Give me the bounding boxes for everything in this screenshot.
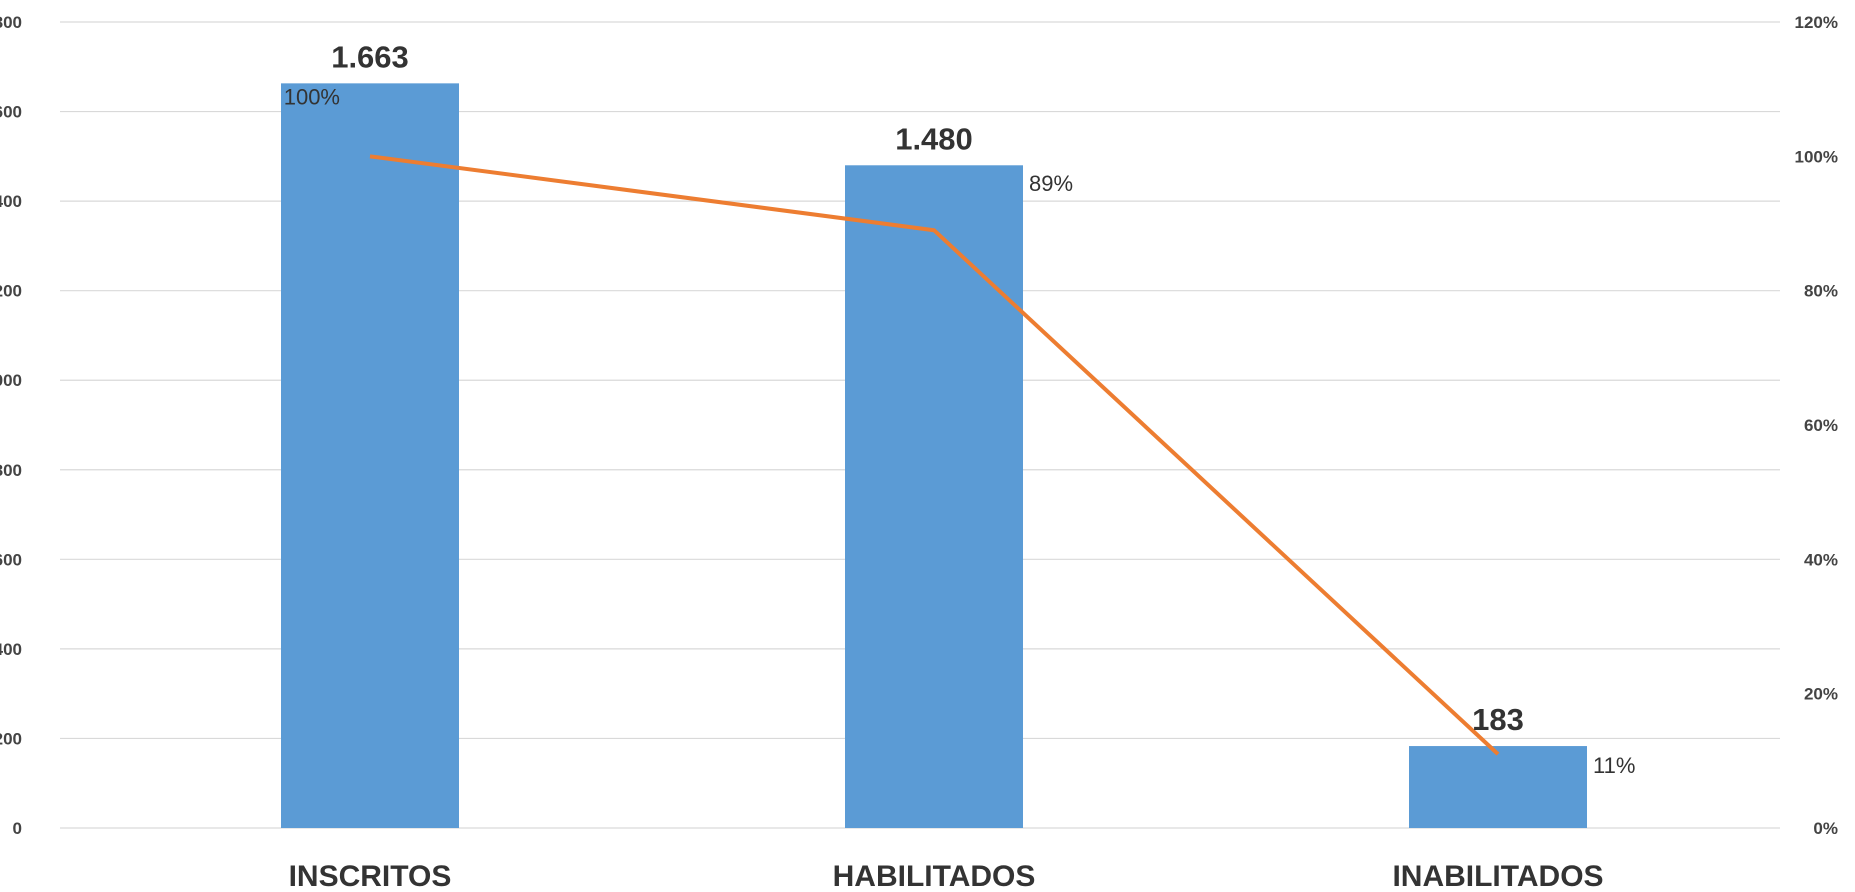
category-label: INABILITADOS bbox=[1392, 860, 1603, 892]
right-tick-label: 60% bbox=[1804, 416, 1838, 435]
percentage-line bbox=[369, 154, 1500, 756]
bar-value-label: 183 bbox=[1472, 702, 1524, 737]
left-tick-label: 1.800 bbox=[0, 13, 22, 32]
bar-habilitados bbox=[845, 165, 1023, 829]
bars bbox=[281, 83, 1587, 829]
right-tick-label: 120% bbox=[1795, 13, 1838, 32]
right-tick-label: 40% bbox=[1804, 550, 1838, 569]
category-label: INSCRITOS bbox=[289, 860, 452, 892]
category-axis: INSCRITOS HABILITADOS INABILITADOS bbox=[289, 860, 1604, 892]
left-tick-label: 1.000 bbox=[0, 371, 22, 390]
left-tick-label: 600 bbox=[0, 550, 22, 569]
left-tick-label: 200 bbox=[0, 729, 22, 748]
percentage-line-path bbox=[369, 154, 1500, 756]
left-tick-label: 0 bbox=[13, 819, 22, 838]
right-axis: 0% 20% 40% 60% 80% 100% 120% bbox=[1795, 13, 1838, 838]
left-tick-label: 1.400 bbox=[0, 192, 22, 211]
right-tick-label: 100% bbox=[1795, 147, 1838, 166]
right-tick-label: 80% bbox=[1804, 282, 1838, 301]
right-tick-label: 20% bbox=[1804, 685, 1838, 704]
left-tick-label: 800 bbox=[0, 461, 22, 480]
bar-value-label: 1.480 bbox=[895, 121, 973, 156]
percentage-label: 89% bbox=[1029, 171, 1073, 196]
category-label: HABILITADOS bbox=[833, 860, 1036, 892]
left-tick-label: 1.600 bbox=[0, 103, 22, 122]
bar-value-label: 1.663 bbox=[331, 39, 409, 74]
left-tick-label: 400 bbox=[0, 640, 22, 659]
percentage-label: 100% bbox=[284, 84, 340, 109]
bar-inscritos bbox=[281, 83, 459, 828]
data-labels: 1.663 1.480 183 100% 89% 11% bbox=[284, 39, 1636, 778]
bar-inabilitados bbox=[1409, 746, 1587, 828]
left-tick-label: 1.200 bbox=[0, 282, 22, 301]
left-axis: 0 200 400 600 800 1.000 1.200 1.400 1.600 1.800 bbox=[0, 13, 22, 838]
percentage-label: 11% bbox=[1593, 753, 1635, 778]
right-tick-label: 0% bbox=[1813, 819, 1838, 838]
